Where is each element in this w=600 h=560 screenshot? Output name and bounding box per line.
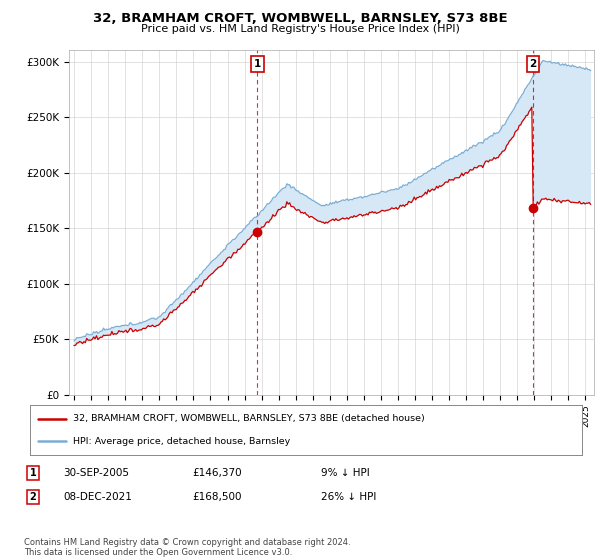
Text: HPI: Average price, detached house, Barnsley: HPI: Average price, detached house, Barn… xyxy=(73,437,290,446)
Text: Contains HM Land Registry data © Crown copyright and database right 2024.
This d: Contains HM Land Registry data © Crown c… xyxy=(24,538,350,557)
Text: £168,500: £168,500 xyxy=(192,492,241,502)
Text: 32, BRAMHAM CROFT, WOMBWELL, BARNSLEY, S73 8BE (detached house): 32, BRAMHAM CROFT, WOMBWELL, BARNSLEY, S… xyxy=(73,414,425,423)
Text: Price paid vs. HM Land Registry's House Price Index (HPI): Price paid vs. HM Land Registry's House … xyxy=(140,24,460,34)
Text: 26% ↓ HPI: 26% ↓ HPI xyxy=(321,492,376,502)
Text: 1: 1 xyxy=(29,468,37,478)
Text: 1: 1 xyxy=(254,59,261,69)
Text: 2: 2 xyxy=(529,59,536,69)
Text: 32, BRAMHAM CROFT, WOMBWELL, BARNSLEY, S73 8BE: 32, BRAMHAM CROFT, WOMBWELL, BARNSLEY, S… xyxy=(92,12,508,25)
Text: 08-DEC-2021: 08-DEC-2021 xyxy=(63,492,132,502)
Text: 2: 2 xyxy=(29,492,37,502)
Text: 9% ↓ HPI: 9% ↓ HPI xyxy=(321,468,370,478)
Text: £146,370: £146,370 xyxy=(192,468,242,478)
Text: 30-SEP-2005: 30-SEP-2005 xyxy=(63,468,129,478)
